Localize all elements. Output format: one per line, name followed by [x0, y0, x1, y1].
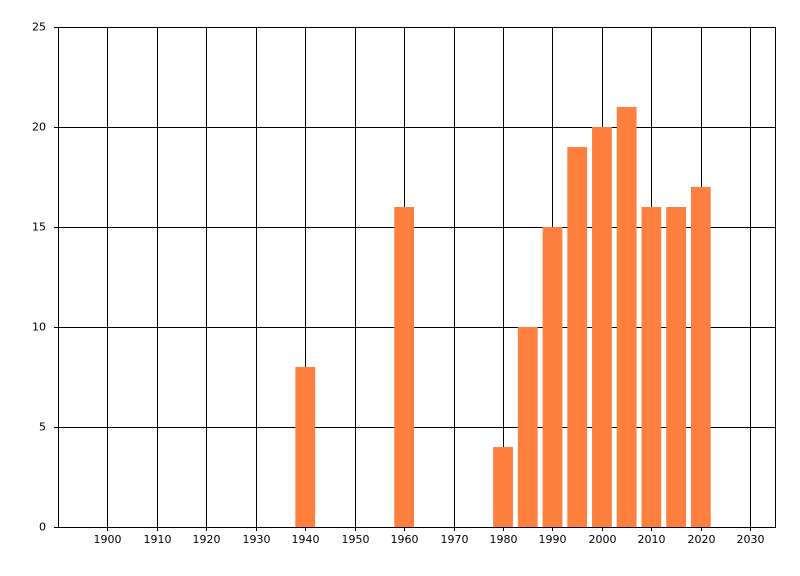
- bar: [567, 147, 588, 527]
- x-tick-label: 1940: [292, 533, 320, 546]
- y-tick-label: 15: [32, 221, 46, 234]
- y-tick-label: 0: [39, 521, 46, 534]
- x-tick-label: 2000: [589, 533, 617, 546]
- y-tick-label: 25: [32, 21, 46, 34]
- x-tick-label: 1990: [539, 533, 567, 546]
- x-tick-label: 1920: [193, 533, 221, 546]
- x-tick-label: 2030: [737, 533, 765, 546]
- bar: [542, 227, 563, 527]
- bar: [493, 447, 513, 527]
- bar: [690, 187, 711, 527]
- x-tick-label: 2020: [688, 533, 716, 546]
- bar: [666, 207, 686, 527]
- x-tick-label: 1900: [94, 533, 122, 546]
- x-tick-label: 1930: [243, 533, 271, 546]
- bar: [616, 107, 637, 527]
- x-tick-label: 1960: [391, 533, 419, 546]
- y-tick-label: 5: [39, 421, 46, 434]
- bar: [641, 207, 662, 527]
- x-tick-label: 1970: [441, 533, 469, 546]
- y-tick-label: 10: [32, 321, 46, 334]
- x-tick-label: 1950: [342, 533, 370, 546]
- x-tick-label: 1910: [144, 533, 172, 546]
- x-tick-label: 2010: [638, 533, 666, 546]
- bar: [517, 327, 538, 527]
- bar: [592, 127, 612, 527]
- y-tick-label: 20: [32, 121, 46, 134]
- x-tick-label: 1980: [490, 533, 518, 546]
- bar: [295, 367, 316, 527]
- bar: [394, 207, 415, 527]
